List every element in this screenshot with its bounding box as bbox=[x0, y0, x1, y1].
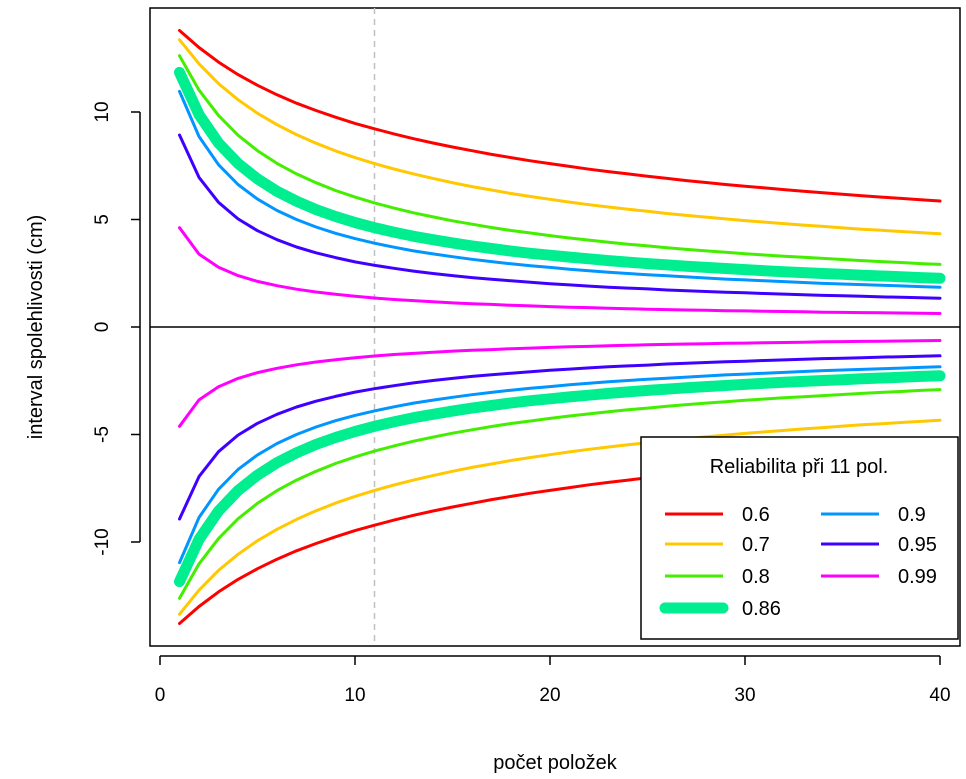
series-line-0-86-lower bbox=[174, 370, 946, 588]
x-tick-label: 10 bbox=[344, 685, 365, 706]
series-line-0-6-upper bbox=[178, 29, 942, 203]
legend-label-0-95: 0.95 bbox=[898, 534, 937, 556]
legend-title: Reliabilita při 11 pol. bbox=[710, 456, 889, 478]
series-line-0-9-upper bbox=[178, 89, 942, 289]
series-line-0-95-lower bbox=[178, 354, 942, 521]
series-line-0-7-lower bbox=[178, 418, 942, 616]
series-lines bbox=[174, 29, 946, 625]
series-line-0-95-upper bbox=[178, 133, 942, 300]
y-axis: -10 -5 0 5 10 bbox=[92, 101, 141, 556]
x-axis-title: počet položek bbox=[493, 752, 617, 774]
series-line-0-9-lower bbox=[178, 365, 942, 565]
series-line-0-99-upper bbox=[178, 226, 942, 315]
x-tick-label: 0 bbox=[155, 685, 166, 706]
legend: Reliabilita při 11 pol. 0.6 0.7 0.8 0.86 0.9… bbox=[640, 436, 959, 640]
x-tick-label: 20 bbox=[539, 685, 560, 706]
legend-label-0-6: 0.6 bbox=[742, 504, 770, 526]
y-tick-label: 0 bbox=[92, 322, 113, 333]
legend-label-0-99: 0.99 bbox=[898, 566, 937, 588]
y-axis-title: interval spolehlivosti (cm) bbox=[25, 215, 47, 440]
legend-label-0-9: 0.9 bbox=[898, 504, 926, 526]
x-axis: 0 10 20 30 40 bbox=[155, 655, 951, 706]
y-tick-label: -10 bbox=[92, 528, 113, 555]
series-line-0-99-lower bbox=[178, 339, 942, 428]
series-line-0-7-upper bbox=[178, 38, 942, 236]
x-tick-label: 40 bbox=[929, 685, 950, 706]
legend-label-0-7: 0.7 bbox=[742, 534, 770, 556]
y-tick-label: 5 bbox=[92, 214, 113, 225]
legend-label-0-86: 0.86 bbox=[742, 598, 781, 620]
series-line-0-8-lower bbox=[178, 388, 942, 600]
series-line-0-8-upper bbox=[178, 54, 942, 266]
y-tick-label: -5 bbox=[92, 426, 113, 443]
series-line-0-86-upper bbox=[174, 66, 946, 284]
legend-label-0-8: 0.8 bbox=[742, 566, 770, 588]
x-tick-label: 30 bbox=[734, 685, 755, 706]
y-tick-label: 10 bbox=[92, 101, 113, 122]
